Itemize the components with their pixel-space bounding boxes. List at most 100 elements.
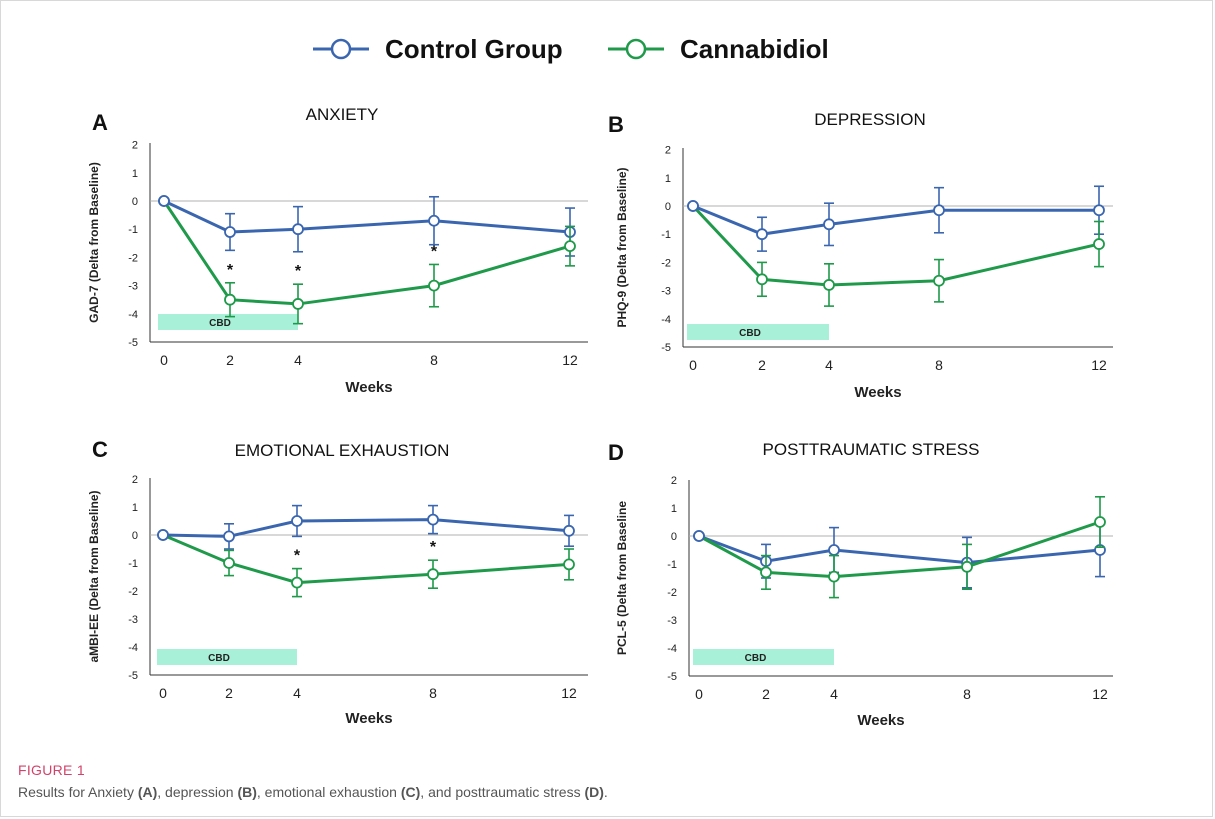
data-point	[564, 240, 576, 253]
data-point	[933, 274, 945, 287]
legend-marker	[625, 38, 647, 60]
cbd-bar-label: CBD	[745, 653, 767, 664]
data-point	[687, 200, 699, 212]
x-tick-label: 0	[159, 685, 167, 701]
panel-title: EMOTIONAL EXHAUSTION	[235, 441, 450, 460]
series-control-group	[157, 504, 575, 550]
legend-entry: Control Group	[313, 34, 563, 64]
data-point	[760, 566, 772, 579]
x-tick-label: 12	[561, 685, 577, 701]
data-point	[292, 223, 304, 236]
series-line	[691, 204, 1100, 287]
data-point	[823, 218, 835, 231]
data-point	[428, 279, 440, 292]
x-tick-label: 2	[225, 685, 233, 701]
series-line	[698, 534, 1101, 565]
data-point	[961, 560, 973, 573]
cbd-bar-label: CBD	[208, 653, 230, 664]
data-point	[828, 544, 840, 556]
legend-entry: Cannabidiol	[608, 34, 829, 64]
data-point	[291, 515, 303, 527]
y-tick-label: -5	[661, 342, 671, 354]
panel-letter: A	[92, 110, 108, 135]
caption-panel-ref: (D)	[584, 784, 604, 800]
caption-fragment: , emotional exhaustion	[256, 784, 401, 800]
panel-title: ANXIETY	[306, 105, 379, 124]
data-point	[823, 279, 835, 291]
x-axis-label: Weeks	[345, 710, 392, 727]
significance-marker: *	[431, 243, 438, 260]
y-tick-label: -3	[128, 281, 138, 293]
chart-panel-c: C EMOTIONAL EXHAUSTION 2 1 0 -1 -2 -3 -4 -5 0 2 4 8 12…	[87, 437, 588, 727]
significance-marker: *	[430, 539, 437, 556]
y-tick-label: -3	[128, 614, 138, 626]
series-cannabidiol	[687, 200, 1105, 307]
y-tick-label: -5	[667, 671, 677, 683]
y-tick-label: 1	[132, 502, 138, 514]
series-line	[692, 204, 1099, 236]
x-axis-label: Weeks	[857, 712, 904, 729]
data-point	[563, 558, 575, 571]
y-tick-label: 2	[665, 145, 671, 157]
y-tick-label: -4	[128, 309, 138, 321]
panel-letter: C	[92, 437, 108, 462]
y-axis-label: aMBI-EE (Delta from Baseline)	[87, 490, 101, 662]
series-cannabidiol	[157, 529, 575, 598]
series-cannabidiol	[693, 495, 1106, 599]
data-point	[292, 298, 304, 310]
data-point	[427, 568, 439, 581]
y-tick-label: -1	[667, 559, 677, 571]
y-tick-label: 0	[132, 196, 138, 208]
legend: Control Group Cannabidiol	[313, 34, 829, 64]
cbd-bar-label: CBD	[209, 318, 231, 329]
legend-marker	[330, 38, 352, 60]
y-tick-label: -2	[661, 257, 671, 269]
series-line	[698, 520, 1101, 579]
y-axis-label: PHQ-9 (Delta from Baseline)	[615, 167, 629, 327]
y-tick-label: -1	[661, 229, 671, 241]
y-axis-label: GAD-7 (Delta from Baseline)	[87, 162, 101, 323]
figure-caption: FIGURE 1 Results for Anxiety (A), depres…	[18, 762, 608, 800]
caption-fragment: , depression	[157, 784, 238, 800]
x-tick-label: 8	[429, 685, 437, 701]
y-tick-label: -2	[128, 252, 138, 264]
y-tick-label: 1	[671, 503, 677, 515]
data-point	[563, 524, 575, 537]
y-tick-label: 2	[132, 474, 138, 486]
x-tick-label: 12	[562, 352, 578, 368]
x-tick-label: 4	[825, 357, 833, 373]
data-point	[428, 214, 440, 227]
panel-letter: D	[608, 440, 624, 465]
cbd-treatment-bar	[693, 649, 834, 665]
chart-panel-b: B DEPRESSION 2 1 0 -1 -2 -3 -4 -5 0 2 4 8 12 Weeks PHQ-9…	[608, 110, 1113, 401]
series-cannabidiol	[158, 195, 576, 325]
cbd-treatment-bar	[158, 314, 298, 330]
data-point	[223, 557, 235, 569]
cbd-treatment-bar	[687, 324, 829, 340]
figure-svg: Control Group Cannabidiol A ANXIETY 2 1 0 -1 -2…	[87, 34, 1113, 729]
panel-title: DEPRESSION	[814, 110, 925, 129]
y-tick-label: 0	[132, 530, 138, 542]
panel-title: POSTTRAUMATIC STRESS	[763, 440, 980, 459]
x-tick-label: 0	[689, 357, 697, 373]
x-tick-label: 4	[830, 686, 838, 702]
data-point	[828, 570, 840, 583]
y-tick-label: 0	[671, 531, 677, 543]
y-tick-label: -1	[128, 558, 138, 570]
cbd-bar-label: CBD	[739, 328, 761, 339]
y-tick-label: -2	[667, 587, 677, 599]
chart-panel-d: D POSTTRAUMATIC STRESS 2 1 0 -1 -2 -3 -4 -5 0 2 4 8 12…	[608, 440, 1113, 729]
significance-marker: *	[294, 548, 301, 565]
x-tick-label: 0	[160, 352, 168, 368]
x-tick-label: 4	[294, 352, 302, 368]
y-tick-label: 1	[132, 168, 138, 180]
series-line	[163, 199, 571, 234]
data-point	[1093, 238, 1105, 250]
y-tick-label: -4	[128, 642, 138, 654]
data-point	[1094, 516, 1106, 528]
data-point	[933, 204, 945, 217]
data-point	[157, 529, 169, 541]
x-tick-label: 2	[758, 357, 766, 373]
